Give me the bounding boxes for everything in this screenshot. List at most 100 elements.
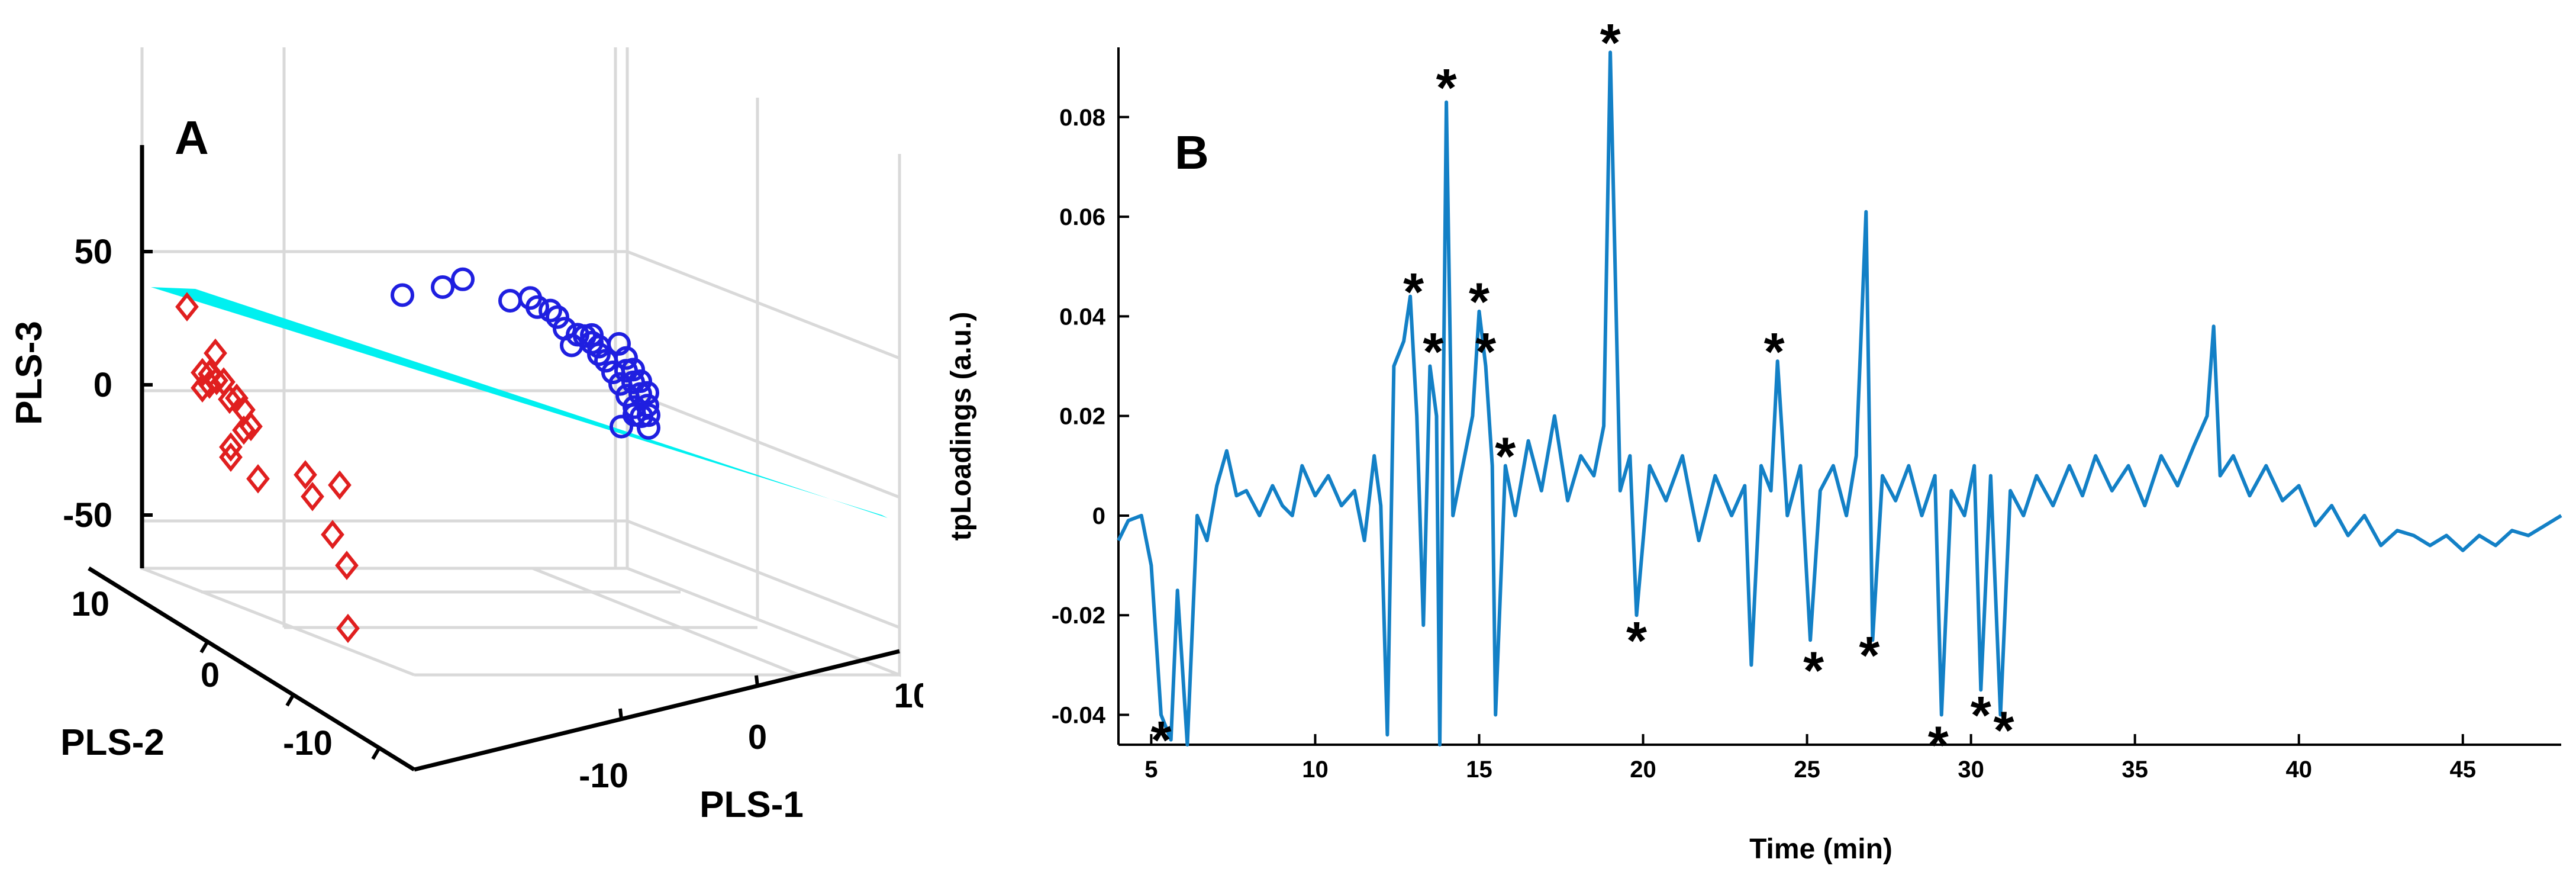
scatter-point-diamond [219,432,243,462]
scatter-point-diamond [321,520,344,549]
peak-asterisk: * [1469,273,1489,332]
y-tick-label: 0.02 [1059,404,1105,430]
peak-asterisk: * [1475,323,1496,382]
scatter-point-diamond [328,470,352,500]
z-tick-label: 50 [74,233,112,271]
x-axis-label: PLS-1 [699,784,804,825]
y-tick-mark-2 [285,694,295,707]
peak-asterisk: * [1600,14,1621,73]
scatter-point-circle [621,358,645,382]
peak-asterisk: * [1403,263,1424,322]
peak-asterisk: * [1994,701,2014,760]
y-axis-label: PLS-2 [60,722,165,763]
scatter-point-circle [546,305,569,329]
x-tick-label: 30 [1958,757,1984,783]
x-tick-label: 20 [1630,757,1656,783]
grid-back-wall-right [626,47,901,677]
peak-asterisk: * [1423,323,1443,382]
scatter-point-circle [451,267,475,291]
panel-b-line-chart: -0.04 -0.02 0 0.02 0.04 0.06 0.08 5 10 15 20 25 30 3… [946,14,2562,865]
peak-asterisk: * [1971,686,1991,745]
peak-annotations: *********** *** * [1151,14,2014,775]
grid-box [140,47,901,677]
scatter-point-diamond [336,613,360,643]
y-tick-label: 0.06 [1059,204,1105,230]
peak-asterisk: * [1928,716,1949,776]
x-axis-label: Time (min) [1749,834,1892,865]
x-tick-label: 25 [1794,757,1820,783]
z-axis-label: PLS-3 [9,321,50,425]
peak-asterisk: * [1764,323,1785,382]
scatter-point-circle [431,275,454,299]
series-line [1117,50,2562,746]
scatter-point-circle [637,416,660,440]
peak-asterisk: * [1803,641,1824,700]
panel-label-a: A [175,111,209,164]
scatter-point-circle [525,295,549,319]
y-tick-label: 0 [1092,503,1105,529]
scatter-point-diamond [212,367,236,397]
x-axis-line [414,649,900,772]
scatter-point-diamond [294,460,317,490]
scatter-point-diamond [219,442,243,472]
x-tick-label: 10 [894,677,923,715]
grid-right-0 [627,389,900,499]
axes [1117,47,2561,746]
x-tick-label: 45 [2450,757,2477,783]
separating-plane [151,287,888,518]
scatter-point-diamond [335,551,359,580]
scatter-points [175,267,660,643]
x-tick-label: 15 [1466,757,1492,783]
x-tick-label: -10 [579,757,628,795]
y-axis-line [88,567,415,771]
axis-ticks [142,250,759,760]
scatter-point-diamond [204,338,227,368]
y-axis-label: tpLoadings (a.u.) [946,312,977,541]
x-tick-label: 35 [2122,757,2148,783]
x-tick-label: 0 [748,718,767,757]
z-tick-label: -50 [63,496,112,535]
scatter-point-circle [391,283,414,307]
peak-asterisk: * [1859,626,1879,686]
peak-asterisk: * [1151,711,1172,770]
x-tick-label: 40 [2285,757,2312,783]
scatter-point-circle [610,414,633,439]
scatter-point-diamond [175,292,199,322]
x-ticks: 5 10 15 20 25 30 35 40 45 [1144,734,2476,783]
y-ticks: -0.04 -0.02 0 0.02 0.04 0.06 0.08 [1052,105,1129,729]
peak-asterisk: * [1495,427,1516,487]
scatter-point-circle [636,381,659,405]
grid-floor-edge-left [141,567,415,677]
scatter-point-circle [607,332,631,356]
panel-label-b: B [1175,126,1209,179]
y-tick-mark-1 [199,641,209,654]
z-tick-label: 0 [94,366,112,404]
y-tick-label: 0.08 [1059,105,1105,131]
scatter-point-circle [587,342,611,366]
x-tick-mark-1 [618,708,623,720]
scatter-point-diamond [239,411,263,442]
y-tick-label: -0.02 [1052,603,1105,629]
scatter-point-circle [628,369,652,393]
grid-floor-diag [532,567,799,677]
x-tick-label: 10 [1302,757,1329,783]
y-tick-label: 0 [201,656,220,694]
scatter-point-diamond [301,481,324,511]
y-tick-mark-3 [371,748,381,760]
scatter-point-circle [498,289,522,313]
x-tick-label: 5 [1144,757,1158,783]
scatter-point-circle [614,346,638,370]
peak-asterisk: * [1436,59,1457,118]
grid-right-minus50 [627,519,900,629]
scatter-point-diamond [232,415,256,445]
panel-a-3d-scatter: 50 0 -50 10 0 -10 -10 0 10 PLS-3 PLS-2 P… [9,47,923,825]
grid-right-50 [627,250,900,360]
y-tick-label: 0.04 [1059,304,1106,330]
x-tick-mark-2 [755,675,759,687]
scatter-point-diamond [205,365,228,395]
scatter-point-circle [637,403,660,427]
y-tick-label: -0.04 [1052,703,1106,729]
y-tick-label: 10 [71,585,109,623]
peak-asterisk: * [1626,612,1647,671]
scatter-point-diamond [246,464,270,494]
